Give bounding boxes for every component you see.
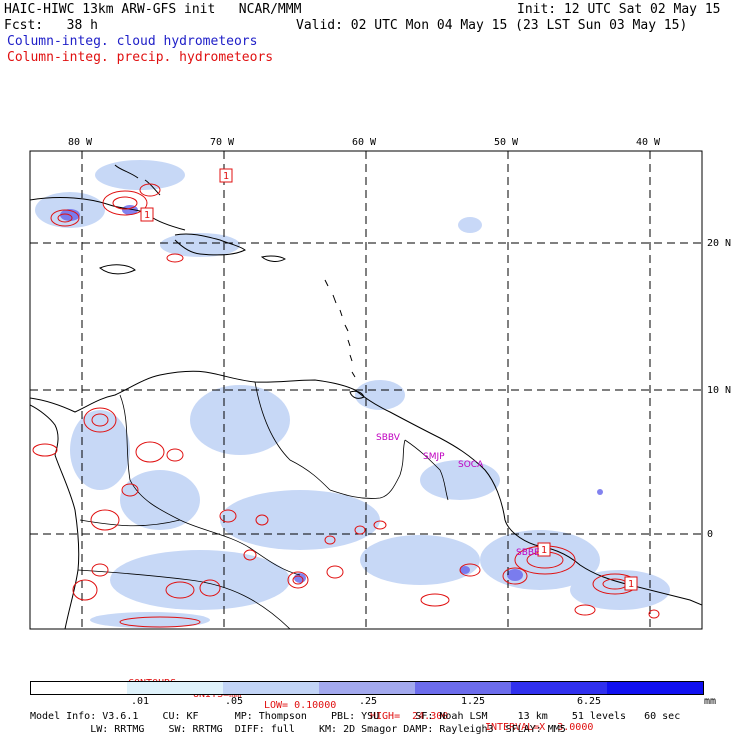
legend-tick-3: .25 bbox=[359, 696, 378, 707]
contour-label-1: 1 bbox=[223, 171, 229, 182]
station-sbbv: SBBV bbox=[376, 433, 401, 443]
legend-swatch-1 bbox=[127, 682, 223, 694]
legend-swatch-2 bbox=[223, 682, 319, 694]
lon-label-80w: 80 W bbox=[68, 137, 93, 148]
contours-interval: INTERVAL=X 3.0000 bbox=[485, 722, 594, 733]
contour-label-3: 1 bbox=[541, 545, 547, 556]
valid-time: Valid: 02 UTC Mon 04 May 15 (23 LST Sun … bbox=[296, 18, 688, 33]
station-smjp: SMJP bbox=[423, 452, 445, 462]
station-soca: SOCA bbox=[458, 460, 484, 470]
lat-lon-grid bbox=[30, 151, 702, 629]
legend-unit: mm bbox=[704, 696, 717, 707]
cloud-shading bbox=[35, 160, 670, 628]
legend-swatch-5 bbox=[511, 682, 607, 694]
precip-contours bbox=[32, 183, 660, 628]
legend-tick-5: 6.25 bbox=[577, 696, 602, 707]
legend-swatch-6 bbox=[607, 682, 703, 694]
forecast-hour: Fcst: 38 h bbox=[4, 18, 98, 33]
field-precip-label: Column-integ. precip. hydrometeors bbox=[7, 50, 274, 65]
contour-label-boxes: 1 1 1 1 bbox=[140, 168, 638, 591]
contours-low: LOW= 0.10000 bbox=[264, 700, 337, 711]
product-title: HAIC-HIWC 13km ARW-GFS init NCAR/MMM bbox=[4, 2, 302, 17]
lon-label-50w: 50 W bbox=[494, 137, 519, 148]
legend-swatch-0 bbox=[31, 682, 127, 694]
legend-tick-4: 1.25 bbox=[461, 696, 486, 707]
map-frame bbox=[29, 150, 703, 630]
init-time: Init: 12 UTC Sat 02 May 15 bbox=[517, 2, 721, 17]
contour-label-2: 1 bbox=[144, 210, 150, 221]
legend-tick-2: .05 bbox=[225, 696, 244, 707]
station-sbbe: SBBE bbox=[516, 548, 540, 558]
contours-high: HIGH= 24.300 bbox=[370, 711, 449, 722]
color-legend bbox=[30, 681, 704, 695]
lon-label-70w: 70 W bbox=[210, 137, 235, 148]
legend-swatch-4 bbox=[415, 682, 511, 694]
lat-label-10n: 10 N bbox=[707, 385, 731, 396]
lon-label-40w: 40 W bbox=[636, 137, 661, 148]
country-borders bbox=[77, 381, 449, 629]
forecast-map: 1 1 1 1 SBBV SMJP SOCA SBBE 80 W 70 W 60… bbox=[29, 137, 731, 630]
field-cloud-label: Column-integ. cloud hydrometeors bbox=[7, 34, 258, 49]
contour-label-4: 1 bbox=[628, 579, 634, 590]
lat-label-20n: 20 N bbox=[707, 238, 731, 249]
lon-label-60w: 60 W bbox=[352, 137, 377, 148]
legend-tick-1: .01 bbox=[131, 696, 150, 707]
model-info-line2: LW: RRTMG SW: RRTMG DIFF: full KM: 2D Sm… bbox=[30, 724, 566, 735]
legend-swatch-3 bbox=[319, 682, 415, 694]
model-info-line1: Model Info: V3.6.1 CU: KF MP: Thompson P… bbox=[30, 711, 681, 722]
lat-label-0: 0 bbox=[707, 529, 713, 540]
